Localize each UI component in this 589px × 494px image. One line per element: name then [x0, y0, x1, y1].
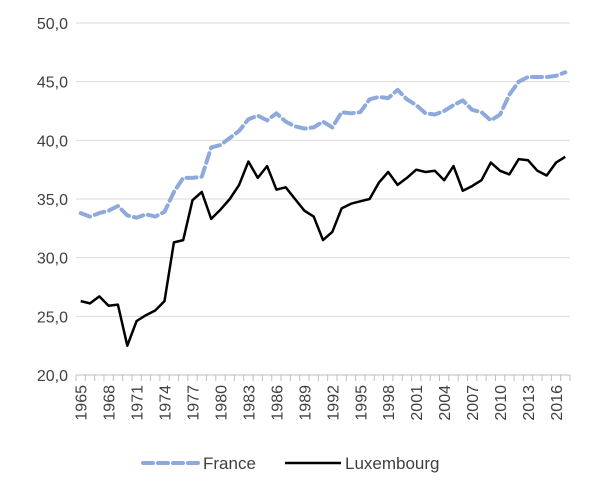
legend-label-france: France [203, 454, 256, 473]
series-lines [78, 70, 568, 347]
x-tick-label: 1974 [158, 385, 175, 421]
y-tick-label: 25,0 [37, 309, 68, 326]
y-tick-label: 45,0 [37, 75, 68, 92]
legend-label-luxembourg: Luxembourg [345, 454, 440, 473]
y-tick-label: 35,0 [37, 192, 68, 209]
x-tick-label: 2007 [465, 385, 482, 421]
x-tick-label: 1977 [186, 385, 203, 421]
x-tick-label: 2013 [521, 385, 538, 421]
series-line-france [78, 70, 568, 220]
series-line-luxembourg [80, 155, 566, 347]
y-axis-tick-labels: 20,0 25,0 30,0 35,0 40,0 45,0 50,0 [37, 16, 68, 385]
y-tick-label: 50,0 [37, 16, 68, 33]
x-tick-label: 1995 [353, 385, 370, 421]
legend: France Luxembourg [141, 454, 440, 473]
x-tick-label: 2016 [549, 385, 566, 421]
x-tick-label: 1998 [381, 385, 398, 421]
x-tick-label: 1968 [102, 385, 119, 421]
x-tick-label: 1965 [74, 385, 91, 421]
y-tick-label: 20,0 [37, 368, 68, 385]
x-tick-label: 2010 [493, 385, 510, 421]
y-tick-label: 30,0 [37, 251, 68, 268]
x-tick-label: 1983 [241, 385, 258, 421]
y-tick-label: 40,0 [37, 133, 68, 150]
x-tick-label: 2001 [409, 385, 426, 421]
x-tick-label: 1986 [269, 385, 286, 421]
x-axis [75, 374, 571, 381]
x-tick-label: 1989 [297, 385, 314, 421]
gridlines [76, 22, 570, 317]
x-axis-tick-labels: 1965 1968 1971 1974 1977 1980 1983 1986 1989 1992… [74, 385, 566, 421]
x-tick-label: 1992 [325, 385, 342, 421]
x-tick-label: 1971 [130, 385, 147, 421]
x-tick-label: 2004 [437, 385, 454, 421]
x-tick-label: 1980 [213, 385, 230, 421]
